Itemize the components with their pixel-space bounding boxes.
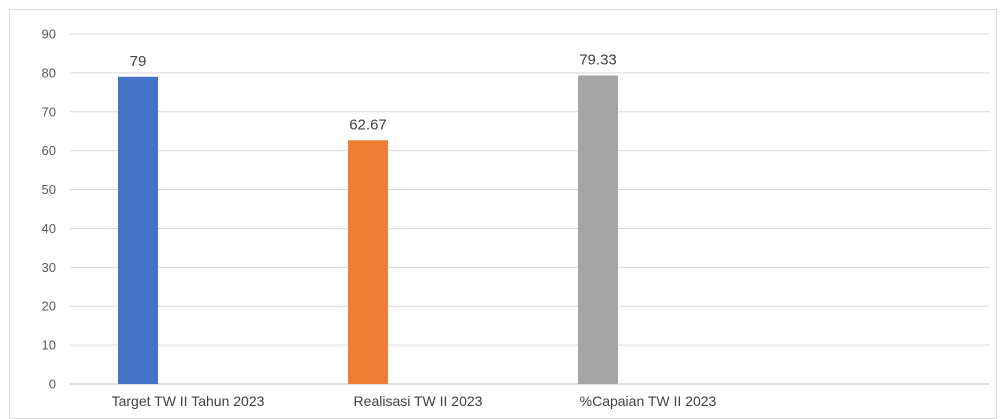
y-tick-label: 10 bbox=[42, 338, 56, 353]
category-label: %Capaian TW II 2023 bbox=[580, 393, 717, 409]
y-tick-label: 60 bbox=[42, 143, 56, 158]
y-tick-label: 50 bbox=[42, 182, 56, 197]
y-tick-label: 90 bbox=[42, 27, 56, 42]
category-label: Target TW II Tahun 2023 bbox=[112, 393, 265, 409]
y-tick-label: 30 bbox=[42, 260, 56, 275]
data-label: 62.67 bbox=[349, 116, 387, 133]
y-axis-ticks: 0 10 20 30 40 50 60 70 80 90 bbox=[42, 27, 56, 392]
category-label: Realisasi TW II 2023 bbox=[354, 393, 483, 409]
data-label: 79 bbox=[130, 53, 147, 70]
chart-frame bbox=[9, 9, 997, 419]
x-axis-labels: Target TW II Tahun 2023 Realisasi TW II 2… bbox=[112, 393, 717, 409]
bars bbox=[118, 75, 618, 385]
y-tick-label: 40 bbox=[42, 221, 56, 236]
gridlines bbox=[70, 33, 990, 385]
bar bbox=[118, 76, 158, 385]
bar-chart: 0 10 20 30 40 50 60 70 80 90 79 62.67 79.33 Target … bbox=[42, 27, 990, 409]
y-tick-label: 80 bbox=[42, 65, 56, 80]
data-label: 79.33 bbox=[579, 51, 617, 68]
bar bbox=[348, 140, 388, 384]
y-tick-label: 70 bbox=[42, 104, 56, 119]
bar bbox=[578, 75, 618, 384]
y-tick-label: 20 bbox=[42, 299, 56, 314]
data-labels: 79 62.67 79.33 bbox=[130, 51, 617, 133]
y-tick-label: 0 bbox=[49, 377, 56, 392]
